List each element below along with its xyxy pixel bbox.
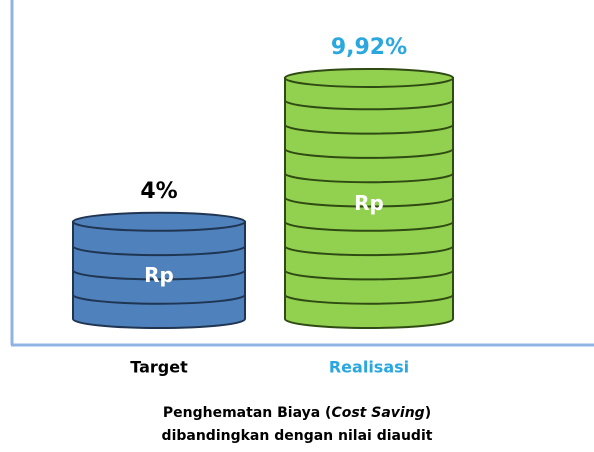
disc-line — [72, 270, 246, 281]
disc-line — [284, 270, 454, 281]
x-tick-label: Realisasi — [329, 358, 409, 377]
x-tick-label: Target — [130, 358, 188, 377]
disc-line — [72, 294, 246, 305]
disc-line — [284, 124, 454, 135]
title-part: ) — [425, 405, 431, 421]
bar — [72, 220, 246, 329]
bar-top — [284, 67, 454, 88]
disc-line — [72, 245, 246, 257]
bar-label: Rp — [354, 191, 384, 215]
disc-line — [284, 148, 454, 159]
disc-line — [284, 172, 454, 184]
bar — [284, 76, 454, 329]
chart-title: dibandingkan dengan nilai diaudit — [162, 428, 433, 444]
value-label: 9,92% — [331, 35, 407, 60]
disc-line — [284, 197, 454, 208]
title-part: Penghematan Biaya ( — [163, 405, 332, 421]
disc-line — [284, 99, 454, 111]
disc-line — [284, 221, 454, 232]
value-label: 4% — [140, 179, 177, 204]
coin-stack — [284, 67, 454, 329]
bar-label: Rp — [144, 263, 174, 287]
disc-line — [284, 245, 454, 257]
disc-line — [284, 294, 454, 305]
chart-title: Penghematan Biaya (Cost Saving) — [163, 405, 431, 421]
bar-top — [72, 211, 246, 232]
coin-stack — [72, 211, 246, 329]
title-part: Cost Saving — [331, 405, 424, 421]
